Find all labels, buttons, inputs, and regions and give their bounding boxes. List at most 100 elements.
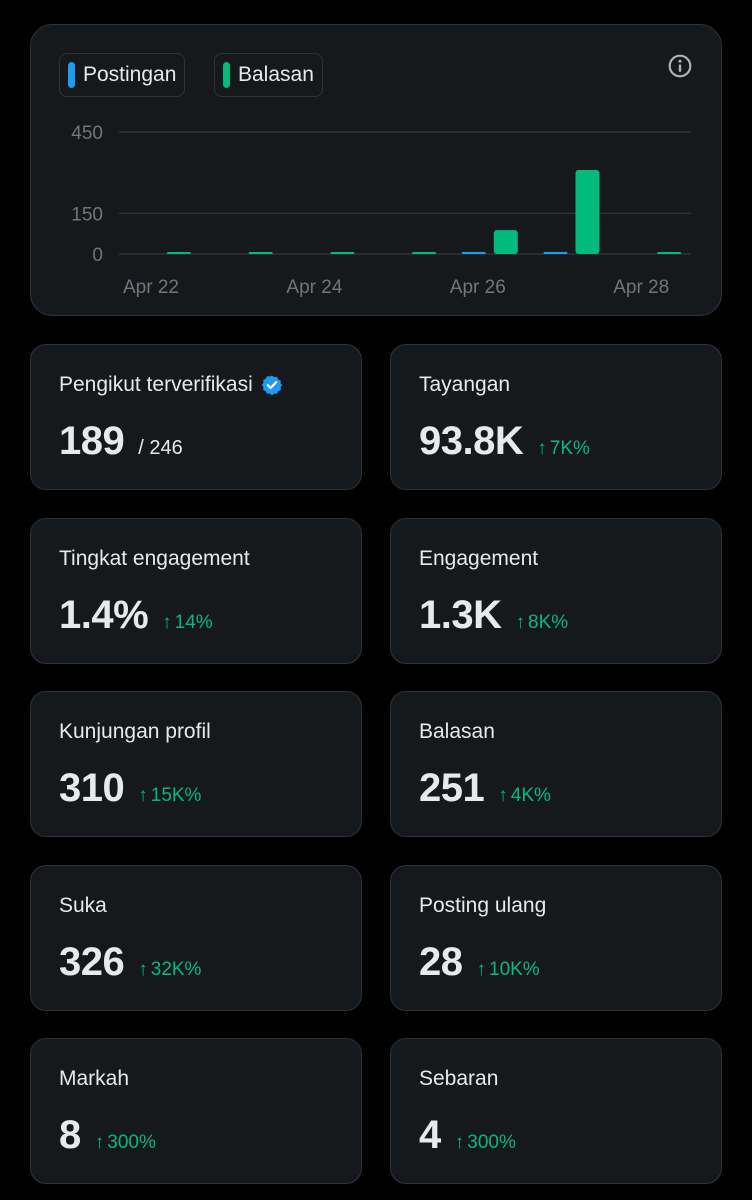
stat-value: 251 (419, 766, 485, 810)
stat-change-value: 8K% (528, 611, 569, 633)
stat-row: 251 ↑ 4K% (419, 766, 551, 811)
stat-card-tingkat-engagement[interactable]: Tingkat engagement 1.4% ↑ 14% (30, 517, 362, 664)
legend-swatch-balasan (223, 62, 230, 88)
stat-row: 310 ↑ 15K% (59, 766, 201, 811)
stat-label: Balasan (419, 720, 495, 744)
stat-value: 93.8K (419, 419, 524, 463)
up-arrow-icon: ↑ (138, 958, 148, 980)
stat-row: 189 / 246 (59, 419, 183, 464)
stat-card-tayangan[interactable]: Tayangan 93.8K ↑ 7K% (390, 344, 722, 490)
stat-change-value: 300% (467, 1132, 516, 1153)
stat-value: 8 (59, 1113, 81, 1157)
stat-label: Tingkat engagement (59, 547, 250, 571)
stat-label: Kunjungan profil (59, 720, 211, 744)
stat-label: Tayangan (419, 373, 510, 397)
x-tick-label: Apr 26 (450, 277, 506, 298)
up-arrow-icon: ↑ (476, 958, 487, 980)
stat-card-pengikut-terverifikasi[interactable]: Pengikut terverifikasi 189 / 246 (30, 344, 362, 490)
stat-row: 4 ↑ 300% (419, 1113, 516, 1158)
bar-balasan-apr-23[interactable] (248, 252, 273, 254)
stat-change-value: 7K% (549, 438, 590, 459)
legend-label-postingan: Postingan (83, 63, 177, 86)
up-arrow-icon: ↑ (515, 611, 526, 633)
stat-change: ↑ 300% (455, 1132, 516, 1154)
stat-label-text: Markah (59, 1067, 130, 1090)
stat-label-text: Balasan (419, 720, 495, 743)
stat-row: 28 ↑ 10K% (419, 940, 540, 985)
bar-balasan-apr-24[interactable] (330, 252, 355, 254)
stat-card-engagement[interactable]: Engagement 1.3K ↑ 8K% (390, 517, 722, 664)
legend-balasan[interactable]: Balasan (214, 53, 323, 97)
x-tick-label: Apr 28 (613, 277, 669, 298)
stat-value: 1.3K (419, 592, 502, 637)
stat-change-value: 10K% (489, 958, 540, 980)
stat-card-posting-ulang[interactable]: Posting ulang 28 ↑ 10K% (390, 864, 722, 1011)
stat-label-text: Pengikut terverifikasi (59, 373, 253, 396)
stat-card-kunjungan-profil[interactable]: Kunjungan profil 310 ↑ 15K% (30, 691, 362, 837)
stat-label-text: Posting ulang (419, 893, 547, 917)
stat-label: Posting ulang (419, 894, 546, 918)
up-arrow-icon: ↑ (498, 785, 508, 806)
stat-value: 4 (419, 1113, 441, 1157)
legend-label-balasan: Balasan (238, 63, 314, 86)
x-tick-label: Apr 24 (286, 277, 342, 298)
stat-change-value: 300% (107, 1132, 156, 1153)
stat-label: Markah (59, 1067, 129, 1091)
y-tick-label: 150 (71, 204, 103, 225)
stat-row: 1.3K ↑ 8K% (419, 593, 568, 638)
stat-card-suka[interactable]: Suka 326 ↑ 32K% (30, 864, 362, 1011)
stat-label: Suka (59, 894, 107, 918)
up-arrow-icon: ↑ (537, 438, 547, 459)
stat-label: Sebaran (419, 1067, 498, 1091)
bar-balasan-apr-26[interactable] (493, 230, 518, 254)
y-tick-label: 450 (71, 123, 103, 144)
stat-value: 1.4% (59, 592, 149, 637)
stat-label-text: Tingkat engagement (59, 546, 250, 570)
stat-row: 8 ↑ 300% (59, 1113, 156, 1158)
up-arrow-icon: ↑ (454, 1132, 465, 1153)
legend-postingan[interactable]: Postingan (59, 53, 186, 97)
stat-change: ↑ 10K% (477, 959, 540, 981)
stat-label-text: Suka (59, 893, 107, 917)
stat-row: 1.4% ↑ 14% (59, 593, 213, 638)
up-arrow-icon: ↑ (162, 611, 172, 633)
stat-value: 189 (59, 419, 125, 463)
stat-label-text: Engagement (419, 546, 539, 570)
stat-value: 326 (59, 939, 125, 984)
verified-badge-icon (261, 375, 282, 396)
activity-chart-card: 0 150 450 Apr 22 Apr 24 Apr 26 Apr 28 Postinga… (30, 24, 722, 316)
bar-balasan-apr-22[interactable] (167, 252, 191, 254)
stat-change-value: 32K% (150, 958, 202, 980)
stat-value: 310 (59, 766, 125, 810)
stat-change: ↑ 4K% (498, 785, 551, 807)
stat-change: ↑ 15K% (138, 785, 201, 807)
stat-card-sebaran[interactable]: Sebaran 4 ↑ 300% (390, 1038, 722, 1184)
stat-card-markah[interactable]: Markah 8 ↑ 300% (30, 1038, 362, 1184)
stat-change-value: 4K% (510, 785, 551, 806)
bar-balasan-apr-28[interactable] (657, 252, 682, 254)
stat-change: ↑ 32K% (138, 959, 201, 981)
stat-label: Engagement (419, 547, 538, 571)
stat-change-value: 15K% (150, 785, 202, 806)
stat-change: ↑ 14% (162, 612, 213, 634)
stat-label: Pengikut terverifikasi (59, 373, 283, 397)
x-tick-label: Apr 22 (123, 277, 179, 298)
info-icon[interactable] (667, 53, 693, 79)
stat-label-text: Tayangan (419, 373, 511, 396)
up-arrow-icon: ↑ (138, 785, 148, 806)
stat-change: ↑ 7K% (537, 438, 590, 460)
stat-total: / 246 (138, 437, 183, 459)
stat-card-balasan[interactable]: Balasan 251 ↑ 4K% (390, 691, 722, 837)
up-arrow-icon: ↑ (94, 1132, 105, 1153)
y-tick-label: 0 (92, 245, 103, 266)
bar-balasan-apr-25[interactable] (412, 252, 437, 254)
bar-balasan-apr-27[interactable] (575, 169, 600, 254)
stat-label-text: Kunjungan profil (59, 720, 211, 743)
bar-chart: 0 150 450 Apr 22 Apr 24 Apr 26 Apr 28 (71, 123, 691, 298)
stat-value: 28 (419, 939, 463, 984)
stat-change-value: 14% (174, 611, 213, 633)
bar-postingan-apr-26[interactable] (461, 251, 486, 254)
stat-change: ↑ 8K% (516, 612, 569, 634)
stat-row: 326 ↑ 32K% (59, 940, 201, 985)
bar-postingan-apr-27[interactable] (543, 251, 568, 254)
